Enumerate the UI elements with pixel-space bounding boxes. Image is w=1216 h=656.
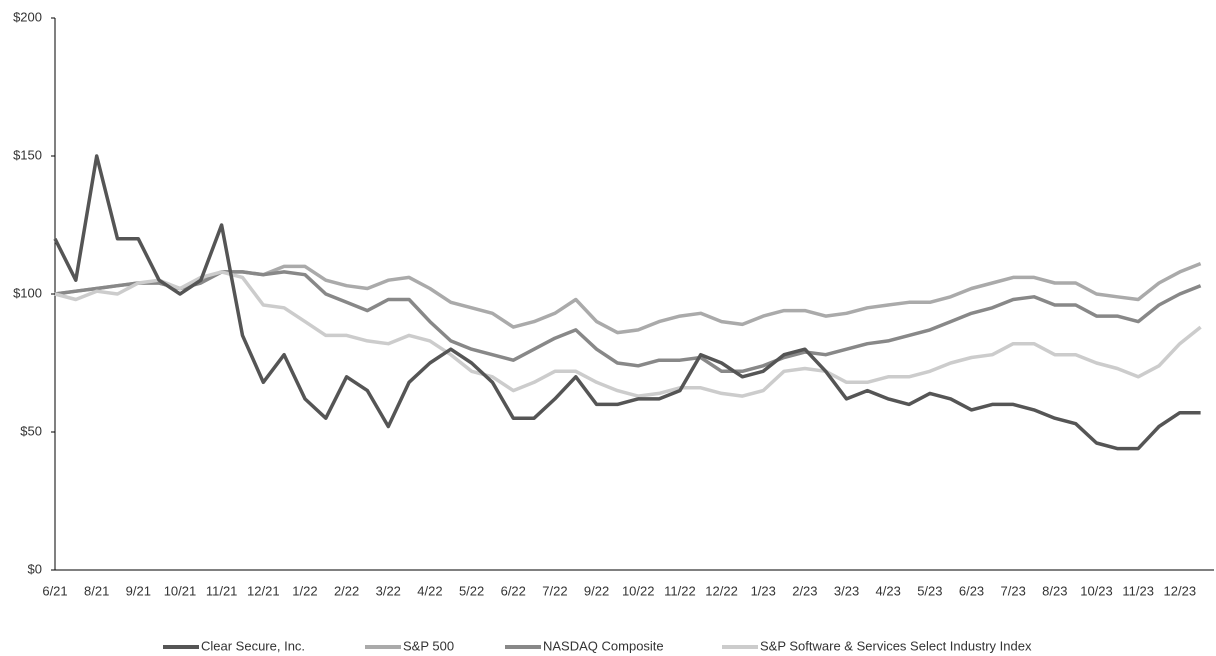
series-line xyxy=(54,270,1202,374)
x-tick-label: 11/23 xyxy=(1122,583,1154,598)
x-tick-label: 12/22 xyxy=(705,583,738,598)
x-tick-label: 6/22 xyxy=(501,583,526,598)
x-tick-label: 1/22 xyxy=(292,583,317,598)
x-tick-label: 2/23 xyxy=(792,583,817,598)
y-tick-label: $50 xyxy=(20,423,42,438)
x-tick-label: 8/21 xyxy=(84,583,109,598)
legend-label: S&P 500 xyxy=(403,638,454,653)
x-tick-label: 10/23 xyxy=(1080,583,1113,598)
x-tick-label: 10/22 xyxy=(622,583,655,598)
y-tick-label: $0 xyxy=(28,561,42,576)
legend-label: NASDAQ Composite xyxy=(543,638,664,653)
y-tick-label: $150 xyxy=(13,147,42,162)
x-tick-label: 3/22 xyxy=(376,583,401,598)
x-tick-label: 11/21 xyxy=(206,583,238,598)
legend-label: Clear Secure, Inc. xyxy=(201,638,305,653)
x-tick-label: 6/21 xyxy=(42,583,67,598)
x-tick-label: 10/21 xyxy=(164,583,197,598)
x-tick-label: 12/21 xyxy=(247,583,280,598)
x-tick-label: 5/23 xyxy=(917,583,942,598)
x-tick-label: 8/23 xyxy=(1042,583,1067,598)
x-tick-label: 5/22 xyxy=(459,583,484,598)
x-tick-label: 12/23 xyxy=(1164,583,1197,598)
y-tick-label: $100 xyxy=(13,285,42,300)
x-tick-label: 2/22 xyxy=(334,583,359,598)
x-tick-label: 9/21 xyxy=(126,583,151,598)
legend-label: S&P Software & Services Select Industry … xyxy=(760,638,1032,653)
x-tick-label: 4/23 xyxy=(876,583,901,598)
series-line xyxy=(54,270,1202,398)
x-tick-label: 7/22 xyxy=(542,583,567,598)
series-line xyxy=(53,154,1201,451)
x-tick-label: 3/23 xyxy=(834,583,859,598)
x-tick-label: 4/22 xyxy=(417,583,442,598)
y-tick-label: $200 xyxy=(13,9,42,24)
x-tick-label: 7/23 xyxy=(1001,583,1026,598)
x-tick-label: 6/23 xyxy=(959,583,984,598)
x-tick-label: 1/23 xyxy=(751,583,776,598)
x-tick-label: 9/22 xyxy=(584,583,609,598)
x-tick-label: 11/22 xyxy=(664,583,696,598)
